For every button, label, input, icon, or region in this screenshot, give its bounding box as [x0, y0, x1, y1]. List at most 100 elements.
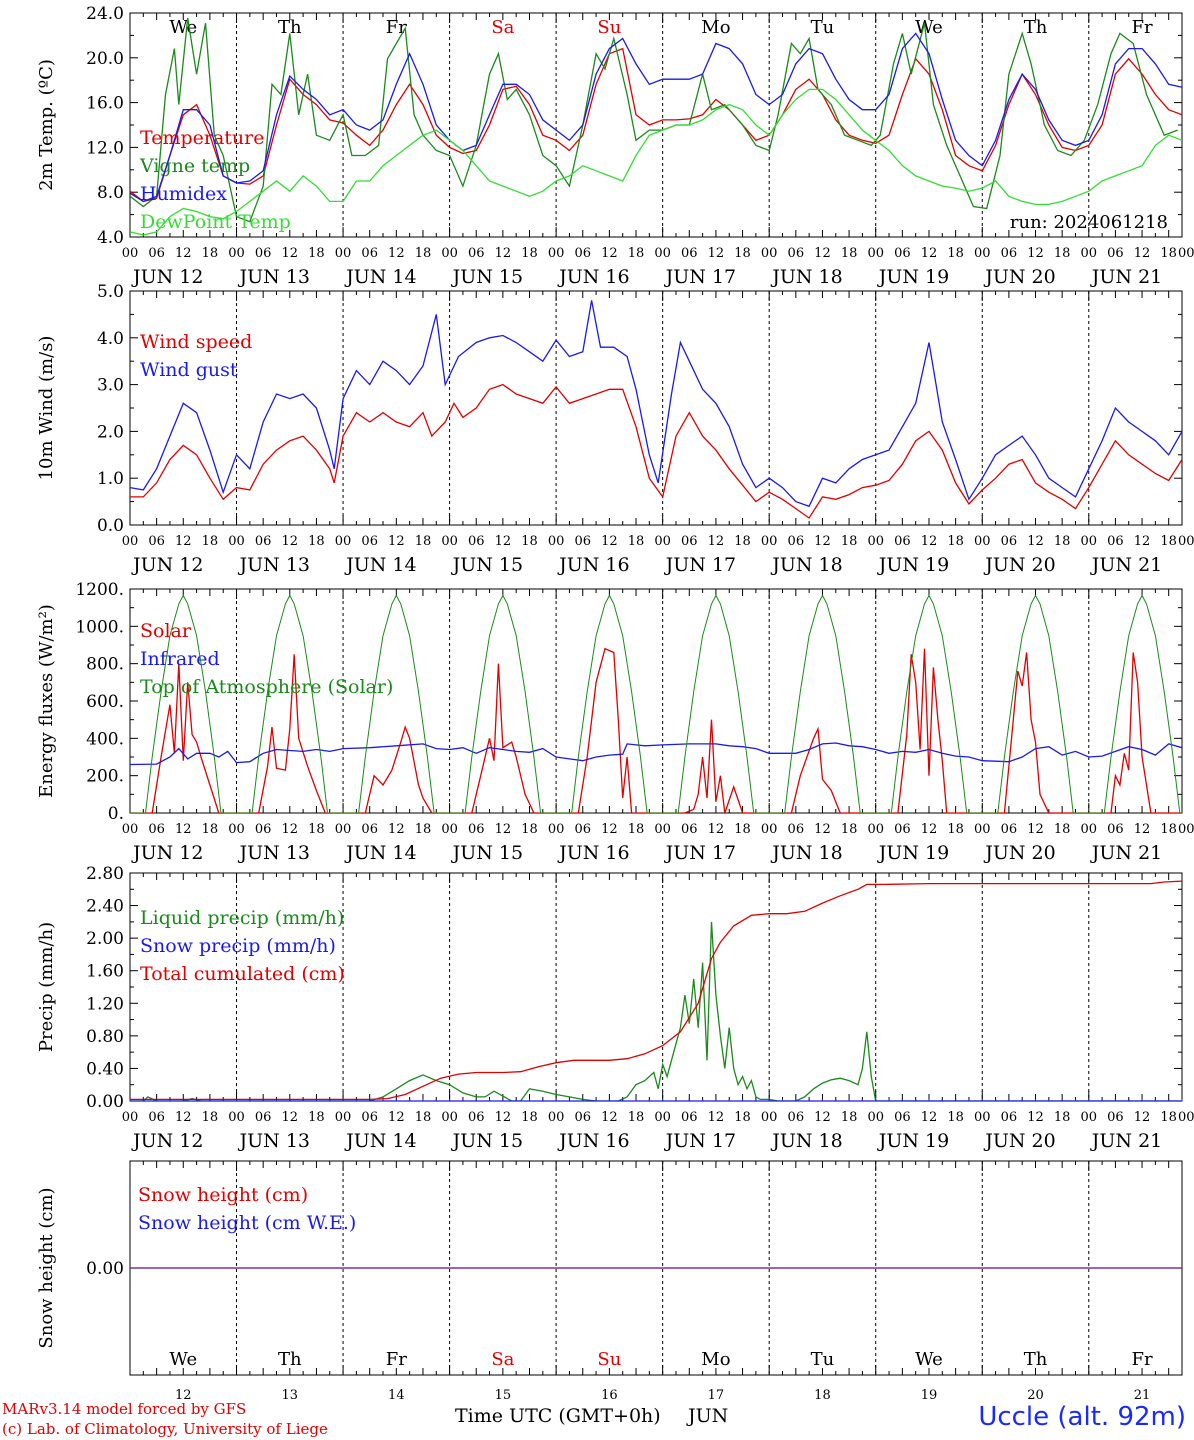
hour-tick-label: 12 — [388, 534, 405, 549]
legend-entry: Solar — [140, 620, 192, 642]
y-tick-label: 16.0 — [86, 94, 124, 114]
hour-tick-label: 12 — [708, 246, 725, 261]
y-tick-label: 1.60 — [86, 962, 124, 982]
hour-tick-label: 12 — [495, 246, 512, 261]
hour-tick-label: 18 — [734, 1110, 751, 1125]
series-line-humidex — [130, 32, 1182, 203]
day-label: JUN 12 — [131, 554, 203, 576]
y-tick-label: 600. — [86, 692, 124, 712]
y-tick-label: 2.80 — [86, 864, 124, 884]
hour-tick-label: 06 — [361, 534, 378, 549]
hour-tick-label: 12 — [388, 1110, 405, 1125]
hour-tick-label: 12 — [282, 246, 299, 261]
hour-tick-label: 12 — [921, 1110, 938, 1125]
hour-tick-label: 12 — [921, 246, 938, 261]
hour-tick-label: 18 — [628, 1110, 645, 1125]
y-tick-label: 0.00 — [86, 1259, 124, 1279]
legend-entry: Vigne temp — [139, 155, 250, 177]
x-axis-label: Time UTC (GMT+0h) — [455, 1405, 661, 1427]
hour-tick-label: 06 — [788, 246, 805, 261]
hour-tick-label: 18 — [947, 1110, 964, 1125]
legend-entry: DewPoint Temp — [140, 211, 291, 233]
hour-tick-label: 06 — [255, 1110, 272, 1125]
y-tick-label: 4.0 — [97, 228, 124, 248]
hour-tick-label: 00 — [1178, 822, 1194, 837]
weekday-label: Th — [278, 17, 302, 38]
hour-tick-label: 00 — [122, 822, 139, 837]
hour-tick-label: 18 — [734, 822, 751, 837]
hour-tick-label: 18 — [1160, 246, 1177, 261]
weekday-label: Th — [1024, 1349, 1048, 1370]
day-label: JUN 18 — [770, 554, 842, 576]
hour-tick-label: 18 — [521, 534, 538, 549]
hour-tick-label: 00 — [228, 822, 245, 837]
weekday-label: We — [169, 1349, 197, 1370]
y-tick-label: 0. — [108, 804, 124, 824]
day-label: JUN 17 — [664, 554, 736, 576]
hour-tick-label: 18 — [841, 246, 858, 261]
day-label: JUN 13 — [238, 266, 310, 288]
hour-tick-label: 06 — [468, 246, 485, 261]
hour-tick-label: 06 — [1107, 246, 1124, 261]
day-label: JUN 21 — [1090, 1130, 1162, 1152]
hour-tick-label: 06 — [1107, 822, 1124, 837]
y-tick-label: 2.0 — [97, 422, 124, 442]
hour-tick-label: 06 — [1001, 1110, 1018, 1125]
hour-tick-label: 12 — [814, 246, 831, 261]
hour-tick-label: 00 — [974, 1110, 991, 1125]
day-number-label: 20 — [1027, 1388, 1044, 1400]
hour-tick-label: 18 — [202, 534, 219, 549]
day-label: JUN 19 — [877, 554, 949, 576]
hour-tick-label: 12 — [814, 822, 831, 837]
day-label: JUN 21 — [1090, 266, 1162, 288]
run-label: run: 2024061218 — [1010, 212, 1168, 233]
hour-tick-label: 00 — [1081, 534, 1098, 549]
day-label: JUN 13 — [238, 1130, 310, 1152]
hour-tick-label: 06 — [1001, 246, 1018, 261]
hour-tick-label: 00 — [441, 822, 458, 837]
legend-entry: Wind speed — [140, 331, 252, 353]
hour-tick-label: 00 — [867, 822, 884, 837]
day-label: JUN 17 — [664, 266, 736, 288]
hour-tick-label: 06 — [894, 246, 911, 261]
y-tick-label: 2.40 — [86, 897, 124, 917]
hour-tick-label: 00 — [974, 822, 991, 837]
hour-tick-label: 06 — [468, 822, 485, 837]
weekday-label: We — [915, 1349, 943, 1370]
day-label: JUN 14 — [344, 1130, 416, 1152]
hour-tick-label: 00 — [122, 534, 139, 549]
day-number-label: 19 — [921, 1388, 938, 1400]
legend-entry: Infrared — [140, 648, 220, 670]
legend-entry: Snow precip (mm/h) — [140, 935, 336, 957]
hour-tick-label: 06 — [1001, 534, 1018, 549]
hour-tick-label: 00 — [228, 534, 245, 549]
hour-tick-label: 06 — [574, 534, 591, 549]
day-number-label: 12 — [175, 1388, 192, 1400]
hour-tick-label: 18 — [841, 534, 858, 549]
panel-1: 4.0 8.0 12.0 16.0 20.0 24.0 2m Temp. (ºC) 00 06 1… — [36, 4, 1194, 288]
day-label: JUN 17 — [664, 1130, 736, 1152]
hour-tick-label: 18 — [415, 822, 432, 837]
legend-entry: Snow height (cm) — [138, 1184, 308, 1206]
hour-tick-label: 12 — [175, 246, 192, 261]
y-tick-label: 4.0 — [97, 329, 124, 349]
day-label: JUN 16 — [557, 1130, 629, 1152]
day-label: JUN 15 — [451, 266, 523, 288]
hour-tick-label: 12 — [601, 246, 618, 261]
hour-tick-label: 18 — [308, 1110, 325, 1125]
hour-tick-label: 00 — [441, 534, 458, 549]
hour-tick-label: 18 — [521, 246, 538, 261]
hour-tick-label: 12 — [175, 1110, 192, 1125]
hour-tick-label: 00 — [1178, 534, 1194, 549]
hour-tick-label: 06 — [681, 1110, 698, 1125]
weekday-label: Su — [597, 17, 621, 38]
hour-tick-label: 18 — [202, 1110, 219, 1125]
weekday-label: Fr — [1132, 1349, 1153, 1370]
hour-tick-label: 06 — [894, 822, 911, 837]
hour-tick-label: 00 — [761, 822, 778, 837]
hour-tick-label: 00 — [1178, 1110, 1194, 1125]
hour-tick-label: 00 — [867, 534, 884, 549]
hour-tick-label: 12 — [1134, 534, 1151, 549]
y-tick-label: 12.0 — [86, 138, 124, 158]
hour-tick-label: 12 — [1027, 534, 1044, 549]
